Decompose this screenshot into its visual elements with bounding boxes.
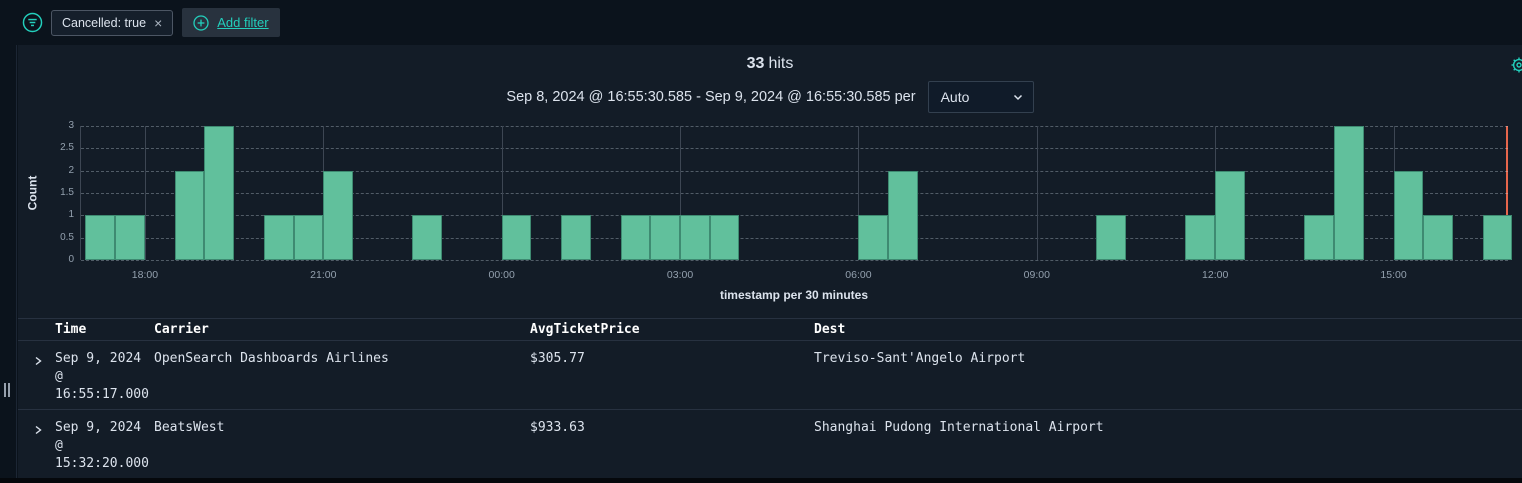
settings-gear-icon[interactable] (1511, 57, 1522, 78)
horizontal-scrollbar[interactable] (0, 478, 1522, 483)
cell-time: Sep 9, 2024 @16:55:17.000 (55, 351, 149, 402)
y-gridline (81, 215, 1508, 217)
x-axis-title: timestamp per 30 minutes (719, 288, 869, 302)
column-header-dest[interactable]: Dest (814, 322, 846, 337)
y-axis-tick-label: 1.5 (60, 186, 74, 198)
cell-carrier: OpenSearch Dashboards Airlines (154, 351, 389, 366)
x-gridline (501, 126, 503, 260)
y-axis-tick-label: 3 (68, 119, 74, 131)
y-axis-tick-label: 0 (68, 253, 74, 265)
histogram-bar[interactable] (709, 215, 740, 260)
x-gridline (858, 126, 860, 260)
x-axis-tick-label: 12:00 (1202, 269, 1229, 281)
cell-time: Sep 9, 2024 @15:32:20.000 (55, 420, 149, 471)
cell-dest: Shanghai Pudong International Airport (814, 420, 1104, 435)
histogram-bar[interactable] (1304, 215, 1335, 260)
column-header-time[interactable]: Time (55, 322, 87, 337)
interval-select[interactable]: Auto (927, 81, 1034, 113)
histogram-bar[interactable] (1334, 126, 1364, 260)
y-gridline (81, 126, 1508, 127)
x-axis-tick-label: 03:00 (666, 269, 694, 281)
x-axis-tick-label: 21:00 (310, 269, 337, 281)
histogram-bar[interactable] (1096, 215, 1126, 260)
current-time-marker (1506, 126, 1508, 260)
expand-row-button[interactable] (32, 421, 50, 437)
interval-value: Auto (940, 89, 970, 105)
filter-pill-remove-icon[interactable]: × (154, 14, 163, 31)
x-axis-tick-label: 00:00 (488, 269, 515, 281)
filter-menu-button[interactable] (22, 12, 43, 33)
column-header-avgticketprice[interactable]: AvgTicketPrice (530, 322, 640, 337)
x-axis-tick-label: 06:00 (845, 269, 872, 281)
filter-pill-label: Cancelled: true (62, 15, 147, 30)
y-gridline (81, 193, 1508, 194)
histogram-bar[interactable] (620, 215, 651, 260)
histogram-bar[interactable] (115, 215, 145, 260)
chevron-right-icon (35, 425, 42, 435)
add-filter-label: Add filter (217, 15, 269, 30)
x-gridline (1036, 126, 1038, 260)
filter-bar: Cancelled: true × Add filter (0, 0, 1522, 45)
y-axis-tick-label: 1 (68, 209, 74, 221)
table-row: Sep 9, 2024 @16:55:17.000 OpenSearch Dashb… (18, 341, 1522, 410)
y-gridline (81, 148, 1508, 150)
histogram-bar[interactable] (1185, 215, 1216, 260)
y-axis-title: Count (25, 175, 39, 211)
histogram-bar[interactable] (1423, 215, 1453, 260)
histogram-bar[interactable] (293, 215, 324, 260)
y-gridline (81, 237, 1508, 239)
cell-dest: Treviso-Sant'Angelo Airport (814, 351, 1026, 366)
y-axis-title-wrap: Count (18, 126, 48, 260)
x-axis-tick-label: 15:00 (1380, 269, 1407, 281)
add-filter-button[interactable]: Add filter (182, 8, 280, 37)
x-axis-tick-label: 09:00 (1023, 269, 1050, 281)
y-gridline (81, 170, 1508, 172)
histogram-bar[interactable] (204, 126, 235, 260)
histogram: 0 0.5 1 1.5 2 2.5 3 18:00 21:00 00:00 03:00 06:00 09… (60, 120, 1513, 281)
y-gridline (81, 260, 1508, 261)
histogram-bar[interactable] (501, 215, 532, 260)
x-gridline (680, 126, 682, 260)
histogram-bar[interactable] (858, 215, 889, 260)
histogram-bar[interactable] (561, 215, 591, 260)
histogram-bar[interactable] (174, 170, 205, 260)
cell-avgticketprice: $933.63 (530, 420, 585, 435)
histogram-bar[interactable] (1215, 170, 1245, 260)
cell-avgticketprice: $305.77 (530, 351, 585, 366)
chevron-down-icon (1013, 94, 1022, 101)
hits-label: hits (768, 55, 794, 72)
results-table: Time Carrier AvgTicketPrice Dest Sep 9, 202… (18, 318, 1522, 478)
histogram-bar[interactable] (85, 215, 116, 260)
y-axis-tick-label: 2.5 (60, 142, 74, 154)
filter-icon (22, 12, 43, 33)
expand-row-button[interactable] (32, 352, 50, 368)
table-header: Time Carrier AvgTicketPrice Dest (18, 318, 1522, 341)
histogram-bar[interactable] (323, 170, 353, 260)
discover-panel: 33 hits Sep 8, 2024 @ 16:55:30.585 - Sep … (18, 45, 1522, 478)
circle-plus-icon (193, 14, 209, 31)
x-gridline (144, 126, 146, 260)
hits-line: 33 hits (18, 55, 1522, 73)
sidebar-strip (0, 45, 17, 483)
histogram-bar[interactable] (650, 215, 681, 260)
time-range-label: Sep 8, 2024 @ 16:55:30.585 - Sep 9, 2024… (506, 89, 916, 105)
histogram-bar[interactable] (1482, 215, 1513, 260)
y-axis-tick-label: 0.5 (60, 231, 74, 243)
histogram-bar[interactable] (412, 215, 443, 260)
filter-pill[interactable]: Cancelled: true × (51, 9, 174, 36)
hits-count: 33 (746, 55, 765, 72)
histogram-bar[interactable] (1393, 170, 1424, 260)
histogram-bar[interactable] (680, 215, 710, 260)
table-body: Sep 9, 2024 @16:55:17.000 OpenSearch Dashb… (18, 341, 1522, 478)
column-header-carrier[interactable]: Carrier (154, 322, 209, 337)
x-axis-tick-label: 18:00 (131, 269, 159, 281)
cell-carrier: BeatsWest (154, 420, 225, 435)
y-axis-tick-label: 2 (68, 164, 74, 176)
chevron-right-icon (35, 356, 42, 366)
table-row: Sep 9, 2024 @15:32:20.000 BeatsWest $933.63… (18, 410, 1522, 478)
sidebar-resize-handle[interactable] (4, 383, 10, 397)
histogram-bar[interactable] (263, 215, 294, 260)
time-range-row: Sep 8, 2024 @ 16:55:30.585 - Sep 9, 2024… (18, 81, 1522, 113)
histogram-bar[interactable] (888, 170, 918, 260)
